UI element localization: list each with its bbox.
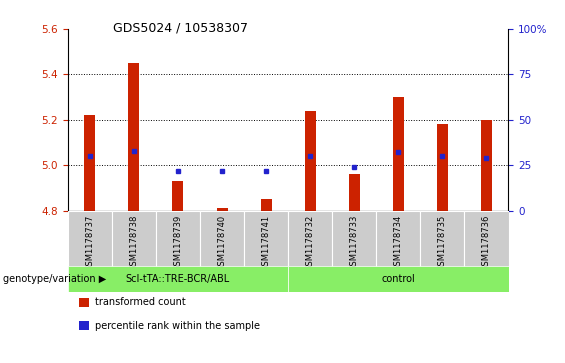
Text: GSM1178734: GSM1178734 (394, 215, 403, 271)
Text: GSM1178741: GSM1178741 (262, 215, 271, 271)
Bar (79, 321, 89, 330)
Bar (200, 211, 244, 267)
Bar (112, 211, 156, 267)
Bar (305, 111, 316, 211)
Text: control: control (381, 274, 415, 284)
Text: ScI-tTA::TRE-BCR/ABL: ScI-tTA::TRE-BCR/ABL (126, 274, 230, 284)
Bar (79, 298, 89, 307)
Bar (376, 211, 420, 267)
Text: genotype/variation ▶: genotype/variation ▶ (3, 274, 106, 284)
Bar (244, 211, 288, 267)
Bar (68, 266, 288, 292)
Bar (437, 124, 448, 211)
Bar (481, 120, 492, 211)
Bar (172, 181, 184, 211)
Bar (128, 63, 140, 211)
Bar (84, 115, 95, 211)
Bar (464, 211, 508, 267)
Text: GDS5024 / 10538307: GDS5024 / 10538307 (113, 22, 248, 35)
Bar (393, 97, 404, 211)
Bar (68, 211, 112, 267)
Text: GSM1178739: GSM1178739 (173, 215, 182, 271)
Text: GSM1178737: GSM1178737 (85, 215, 94, 272)
Bar (156, 211, 200, 267)
Text: GSM1178735: GSM1178735 (438, 215, 447, 271)
Text: GSM1178740: GSM1178740 (218, 215, 227, 271)
Text: GSM1178732: GSM1178732 (306, 215, 315, 271)
Text: GSM1178733: GSM1178733 (350, 215, 359, 272)
Text: GSM1178736: GSM1178736 (482, 215, 491, 272)
Bar (216, 208, 228, 211)
Text: percentile rank within the sample: percentile rank within the sample (95, 321, 260, 331)
Bar (288, 266, 508, 292)
Bar (420, 211, 464, 267)
Bar (260, 199, 272, 211)
Bar (332, 211, 376, 267)
Bar (349, 174, 360, 211)
Text: transformed count: transformed count (95, 297, 186, 307)
Bar (288, 211, 332, 267)
Text: GSM1178738: GSM1178738 (129, 215, 138, 272)
